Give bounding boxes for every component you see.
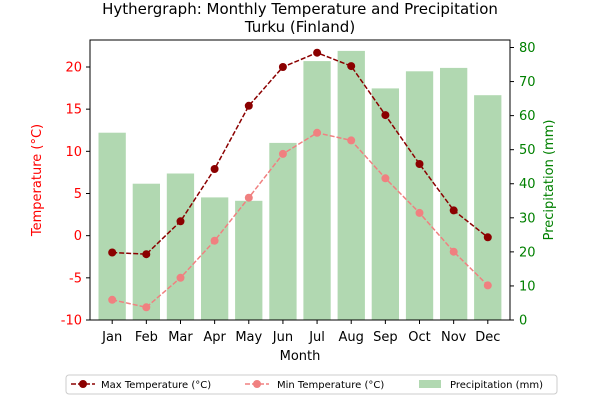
max-temp-point-jul [313,48,322,57]
chart-title: Hythergraph: Monthly Temperature and Pre… [102,0,498,18]
right-tick-label: 30 [519,211,536,226]
max-temp-point-jun [278,63,287,71]
precip-bar-aug [337,50,365,321]
left-tick-label: -10 [61,314,82,329]
min-temp-line [112,132,489,309]
right-axis-ticks: 0 10 20 30 40 50 60 70 80 [510,41,536,329]
x-tick-label: Jun [272,330,293,345]
left-tick-label: 0 [74,229,82,244]
precipitation-bars [98,50,502,321]
x-tick-label: Sep [373,330,398,345]
max-temp-point-apr [210,165,219,173]
precip-bar-may [235,200,263,320]
min-temp-point-sep [381,174,390,183]
legend-min-marker [253,380,261,388]
min-temp-point-jul [313,128,322,137]
max-temp-point-jan [108,248,117,257]
x-tick-label: Mar [168,330,193,345]
legend-precip-label: Precipitation (mm) [450,380,543,391]
left-tick-label: 20 [65,60,82,75]
legend-box [65,374,558,395]
left-axis-ticks: -10 -5 0 5 10 15 20 [61,60,90,329]
x-axis-ticks: Jan Feb Mar Apr May Jun Jul Aug Sep Oct Nov Dec [101,320,500,345]
x-tick-label: Apr [203,330,226,345]
max-temp-point-oct [415,160,424,168]
chart-subtitle: Turku (Finland) [244,18,355,36]
right-tick-label: 80 [519,41,536,56]
x-axis-label: Month [280,349,321,364]
temperature-lines [108,48,492,312]
precip-bar-jun [269,142,297,320]
min-temp-point-may [244,193,253,202]
precip-bar-apr [201,197,229,320]
x-tick-label: Jan [101,330,122,345]
x-tick-label: Jul [308,330,325,345]
precip-bar-oct [405,71,434,320]
precip-bar-jan [98,132,126,320]
right-tick-label: 0 [519,314,527,329]
legend-max-label: Max Temperature (°C) [101,380,211,391]
legend: Max Temperature (°C) Min Temperature (°C… [65,374,558,395]
precip-bar-nov [440,67,468,321]
right-tick-label: 20 [519,245,536,260]
left-tick-label: 5 [74,187,82,202]
max-temp-point-nov [449,206,458,215]
x-tick-label: Dec [475,330,500,345]
right-tick-label: 50 [519,143,536,158]
right-tick-label: 70 [519,75,536,90]
right-tick-label: 10 [519,279,536,294]
left-tick-label: 10 [65,145,82,160]
max-temp-line [112,51,489,255]
max-temp-point-may [244,101,253,110]
min-temp-point-jun [278,149,287,158]
min-temp-point-apr [210,236,219,245]
left-tick-label: -5 [69,271,82,286]
min-temp-point-feb [142,303,151,312]
left-tick-label: 15 [65,103,82,118]
min-temp-point-nov [449,247,458,256]
right-tick-label: 60 [519,109,536,124]
precip-bar-jul [303,61,331,320]
precip-bar-mar [166,173,195,320]
x-tick-label: Aug [339,330,364,345]
x-tick-label: Oct [408,330,430,345]
precip-bar-sep [371,88,399,321]
min-temp-point-jan [108,295,117,304]
max-temp-point-dec [483,233,492,242]
max-temp-point-sep [381,111,390,120]
x-tick-label: Feb [135,330,158,345]
left-axis-label: Temperature (°C) [30,124,45,237]
legend-precip-swatch [419,380,441,388]
x-tick-label: Nov [441,330,467,345]
right-axis-label: Precipitation (mm) [542,120,557,241]
legend-max-marker [79,380,87,388]
max-temp-point-aug [347,62,356,71]
x-tick-label: May [235,330,262,345]
min-temp-point-dec [483,281,492,290]
min-temp-point-oct [415,208,424,217]
max-temp-point-mar [176,217,185,226]
max-temp-point-feb [142,250,151,259]
legend-min-label: Min Temperature (°C) [277,380,384,391]
min-temp-point-aug [347,136,356,145]
min-temp-point-mar [176,273,185,282]
right-tick-label: 40 [519,177,536,192]
plot-frame [89,39,511,321]
